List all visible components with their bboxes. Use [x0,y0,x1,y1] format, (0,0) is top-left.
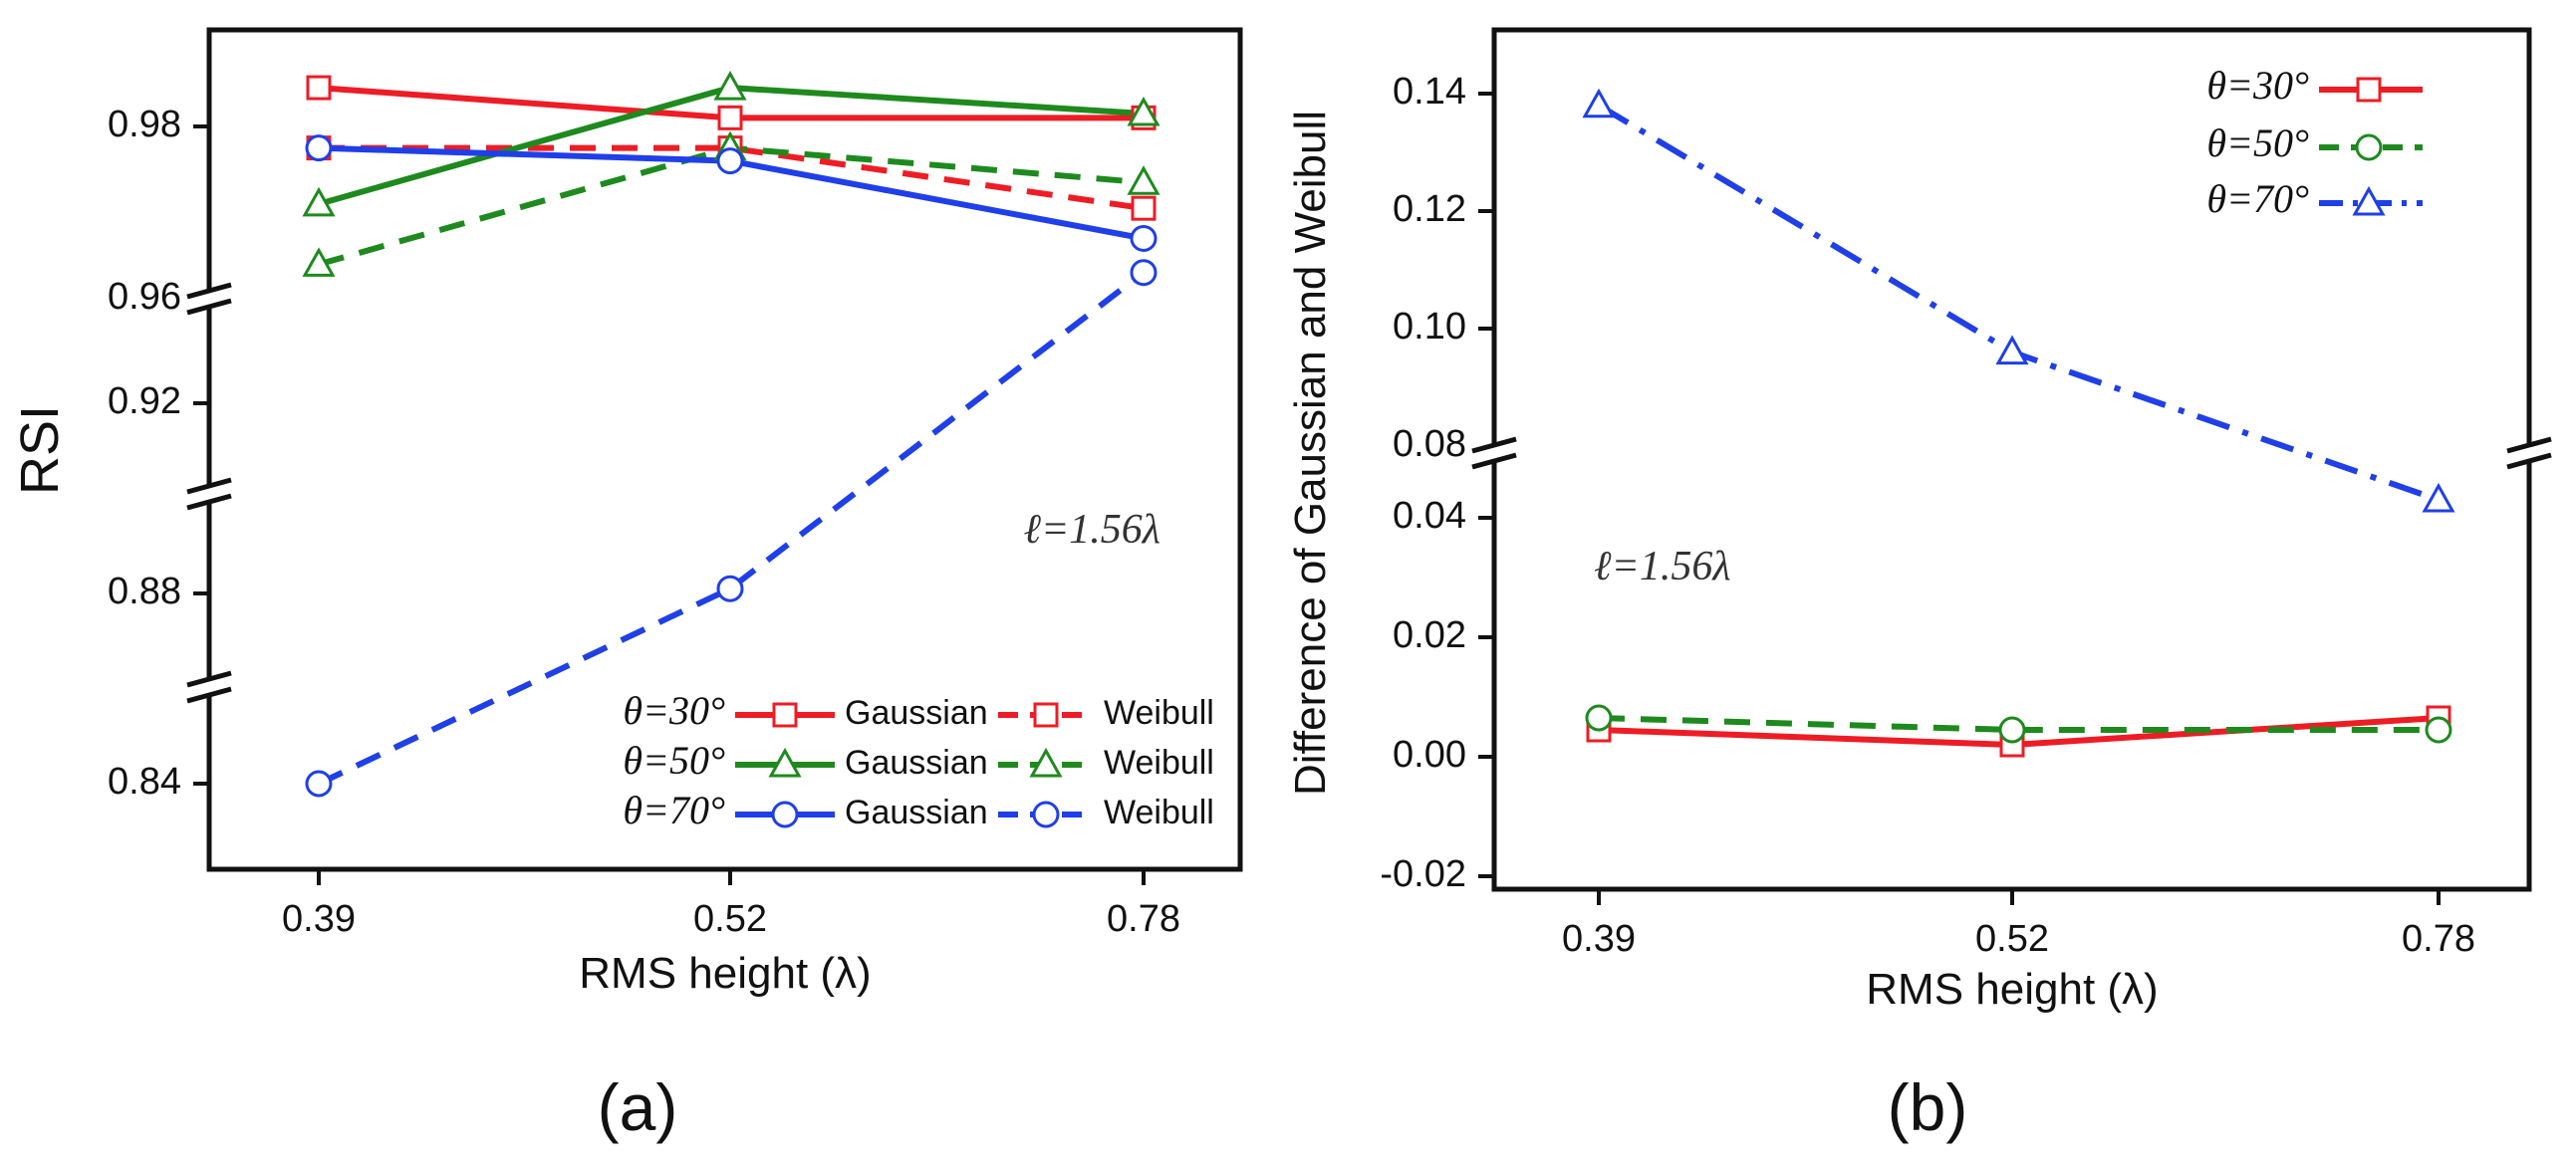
x-axis-label: RMS height (λ) [1866,965,2158,1014]
data-point [2422,482,2455,513]
axis-break-right [2505,436,2553,470]
y-tick-label: 0.88 [108,571,181,612]
legend-weibull-label: Weibull [1104,794,1214,831]
x-tick-label: 0.52 [693,898,767,940]
legend-theta-label: θ=70° [2206,176,2309,221]
y-tick-label: 0.14 [1393,71,1466,113]
length-annotation: ℓ=1.56λ [1594,544,1731,589]
x-tick-label: 0.39 [282,898,356,940]
data-point [2425,716,2452,744]
legend-marker [2355,133,2383,161]
y-tick-label: 0.98 [108,104,181,145]
axis-break-slash-2 [186,493,232,511]
x-tick-label: 0.78 [2402,918,2475,960]
legend-theta-label: θ=50° [623,738,725,783]
y-tick-label: 0.08 [1393,423,1466,465]
length-annotation: ℓ=1.56λ [1023,507,1160,553]
data-point [713,71,747,101]
caption-b: (b) [1888,1070,1968,1144]
data-point [1127,96,1160,126]
legend-theta-label: θ=30° [623,688,725,733]
series-line [317,270,1146,787]
series-line [319,144,1145,212]
axis-break-slash-2 [186,298,232,316]
legend-gaussian-marker [771,801,799,828]
panel-b-chart: 0.39 0.52 0.78 -0.02 0.00 0.02 0.04 0.08 0.10 0.1… [1286,27,2553,1144]
legend-weibull-marker [1029,747,1063,778]
y-tick-label: 0.10 [1393,306,1466,348]
legend-gaussian-label: Gaussian [845,694,988,732]
legend-gaussian-marker [768,747,802,778]
data-point [1127,165,1160,195]
legend-theta-label: θ=50° [2206,120,2309,165]
series-line [1598,715,2439,733]
data-point [716,147,744,175]
y-tick-label: 0.12 [1393,188,1466,230]
axis-break-slash-1 [186,670,232,688]
legend-marker [2356,77,2382,103]
axis-break-left-slash-1 [1471,436,1517,454]
y-tick-label: 0.04 [1393,495,1466,537]
x-tick-label: 0.52 [1975,918,2049,960]
y-tick-label: 0.02 [1393,614,1466,656]
y-tick-label: 0.00 [1393,734,1466,776]
legend-gaussian-label: Gaussian [845,794,988,831]
x-tick-label: 0.78 [1107,898,1180,940]
data-point [1585,704,1613,732]
legend-gaussian-label: Gaussian [845,744,988,782]
legend-weibull-marker [1033,702,1059,728]
data-point [1130,224,1158,252]
data-point [306,75,332,101]
legend-marker [2352,185,2386,216]
axis-break [185,282,233,316]
axis-break-slash-1 [186,282,232,300]
data-point [717,105,743,130]
y-axis-label: Difference of Gaussian and Weibull [1286,111,1335,796]
data-point [305,770,333,798]
axis-break [185,670,233,704]
axis-break-slash-2 [186,686,232,704]
caption-a: (a) [598,1070,678,1144]
y-tick-label: 0.92 [108,380,181,422]
data-point [1998,716,2026,744]
axis-break-right-slash-2 [2506,452,2552,470]
legend-weibull-marker [1032,801,1060,828]
axis-break-left-slash-2 [1471,452,1517,470]
data-point [716,575,744,602]
axis-break-left [1470,436,1518,470]
panel-a-chart: 0.39 0.52 0.78 0.84 0.88 0.92 0.96 0.98 ℓ=1.56λ θ… [10,27,1243,1144]
y-tick-label: 0.84 [108,761,181,803]
legend-weibull-label: Weibull [1104,694,1214,732]
axis-break [185,477,233,511]
axis-break-right-slash-1 [2506,436,2552,454]
y-tick-label: 0.96 [108,276,181,318]
y-tick-label: -0.02 [1380,853,1466,895]
legend-gaussian-marker [772,702,798,728]
legend-theta-label: θ=70° [623,788,725,832]
x-axis-label: RMS height (λ) [579,949,871,998]
series-line [1597,103,2440,503]
data-point [1130,259,1158,287]
data-point [302,186,336,217]
legend-weibull-label: Weibull [1104,744,1214,782]
legend-theta-label: θ=30° [2206,63,2309,108]
axis-break-slash-1 [186,477,232,495]
data-point [1995,335,2029,365]
data-point [1131,195,1157,221]
data-point [1582,88,1616,118]
x-tick-label: 0.39 [1562,918,1636,960]
data-point [305,134,333,162]
plot-frame [206,27,1243,872]
y-axis-label: RSI [10,405,70,495]
data-point [302,247,336,277]
